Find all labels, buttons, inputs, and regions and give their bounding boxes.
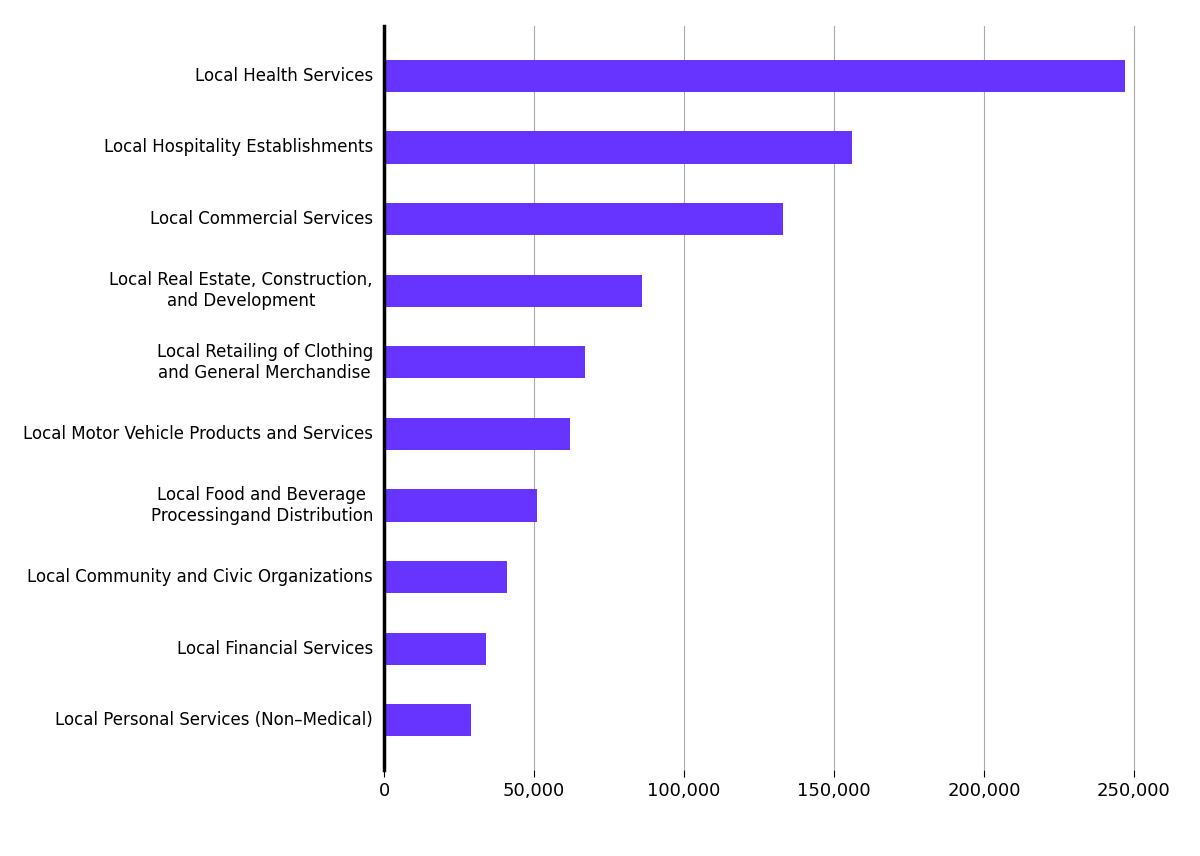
Bar [384, 60, 1126, 92]
Bar [384, 131, 852, 163]
Bar [384, 418, 570, 450]
Bar [384, 203, 784, 235]
Bar [384, 346, 586, 378]
Bar [384, 704, 470, 736]
Bar [384, 275, 642, 306]
Bar [384, 633, 486, 665]
Bar [384, 490, 538, 521]
Bar [384, 561, 508, 593]
